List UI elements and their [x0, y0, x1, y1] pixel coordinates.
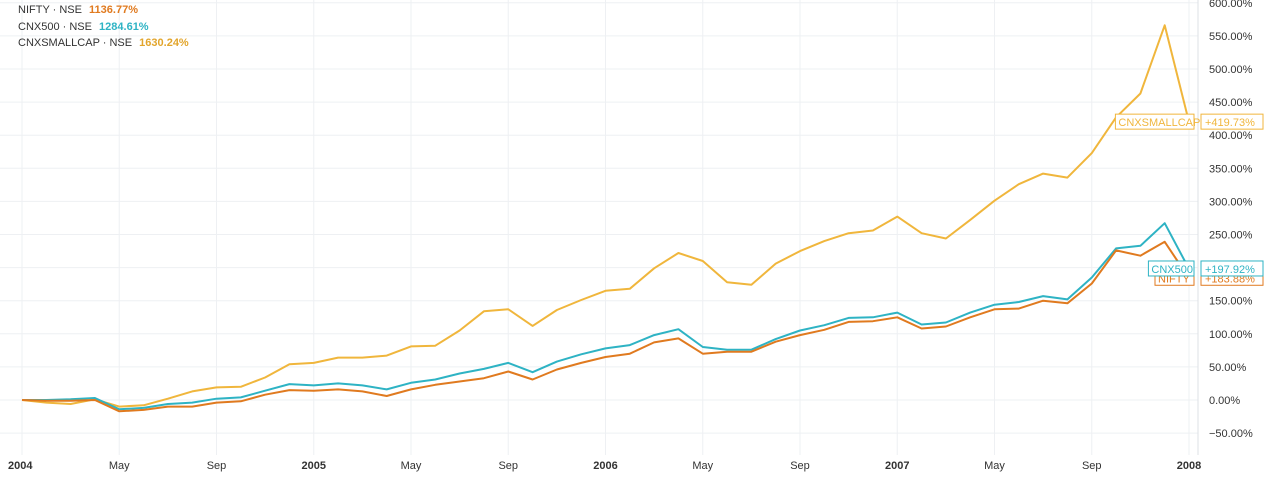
end-value-box — [1200, 260, 1264, 277]
y-tick-label: 0.00% — [1209, 395, 1240, 407]
x-tick-label: 2008 — [1177, 460, 1201, 472]
end-label-cnx500: CNX500 +197.92% — [1147, 260, 1264, 277]
y-tick-label: 350.00% — [1209, 163, 1253, 175]
legend-series-name: CNXSMALLCAP · NSE — [18, 37, 133, 49]
grid — [0, 0, 1198, 455]
x-tick-label: 2004 — [8, 460, 33, 472]
legend-series-value: 1630.24% — [139, 37, 189, 49]
x-tick-label: 2006 — [593, 460, 617, 472]
legend-item-cnx500[interactable]: CNX500 · NSE 1284.61% — [18, 19, 189, 36]
end-value-text: +419.73% — [1205, 117, 1255, 129]
x-tick-label: May — [984, 460, 1005, 472]
y-tick-label: 100.00% — [1209, 329, 1253, 341]
legend-series-value: 1284.61% — [99, 20, 149, 33]
legend-series-value: 1136.77% — [89, 4, 138, 16]
legend: NIFTY · NSE 1136.77% CNX500 · NSE 1284.6… — [18, 2, 189, 52]
x-tick-label: 2007 — [885, 460, 909, 472]
end-value-text: +197.92% — [1205, 264, 1255, 276]
series-line-nifty[interactable] — [21, 240, 1190, 413]
legend-item-cnxsmallcap[interactable]: CNXSMALLCAP · NSE 1630.24% — [18, 35, 189, 52]
series-lines — [21, 24, 1190, 413]
x-tick-label: May — [401, 460, 422, 472]
legend-item-nifty[interactable]: NIFTY · NSE 1136.77% — [18, 2, 189, 19]
x-tick-label: 2005 — [302, 460, 326, 472]
y-tick-label: 400.00% — [1209, 130, 1253, 142]
x-tick-label: May — [109, 460, 130, 472]
x-axis: 2004 May Sep 2005 May Sep 2006 May Sep 2007 May Sep… — [8, 460, 1201, 472]
end-name-box — [1114, 113, 1195, 130]
x-tick-label: May — [692, 460, 713, 472]
y-tick-label: 450.00% — [1209, 97, 1253, 109]
series-line-cnxsmallcap[interactable] — [21, 24, 1190, 408]
y-axis: 600.00% 550.00% 500.00% 450.00% 400.00% 350.0… — [1197, 0, 1253, 455]
series-end-labels: NIFTY +183.88%CNX500 +197.92%CNXSMALLCAP +4… — [1114, 113, 1264, 286]
y-tick-label: 150.00% — [1209, 296, 1253, 308]
y-tick-label: 550.00% — [1209, 31, 1253, 43]
end-name-text: CNX500 — [1151, 264, 1193, 276]
end-value-box — [1200, 113, 1264, 130]
y-tick-label: 250.00% — [1209, 230, 1253, 242]
x-tick-label: Sep — [1082, 460, 1102, 472]
y-tick-label: 50.00% — [1209, 362, 1247, 374]
y-tick-label: 300.00% — [1209, 196, 1253, 208]
x-tick-label: Sep — [498, 460, 518, 472]
y-tick-label: 500.00% — [1209, 64, 1253, 76]
y-tick-label: −50.00% — [1209, 428, 1253, 440]
x-tick-label: Sep — [207, 460, 227, 472]
end-name-box — [1147, 260, 1195, 277]
series-line-cnx500[interactable] — [22, 222, 1190, 411]
legend-series-name: CNX500 · NSE — [18, 20, 92, 33]
end-label-cnxsmallcap: CNXSMALLCAP +419.73% — [1114, 113, 1264, 130]
x-tick-label: Sep — [790, 460, 810, 472]
end-name-text: CNXSMALLCAP — [1118, 117, 1200, 129]
y-tick-label: 600.00% — [1209, 0, 1253, 10]
legend-series-name: NIFTY · NSE — [18, 4, 82, 16]
